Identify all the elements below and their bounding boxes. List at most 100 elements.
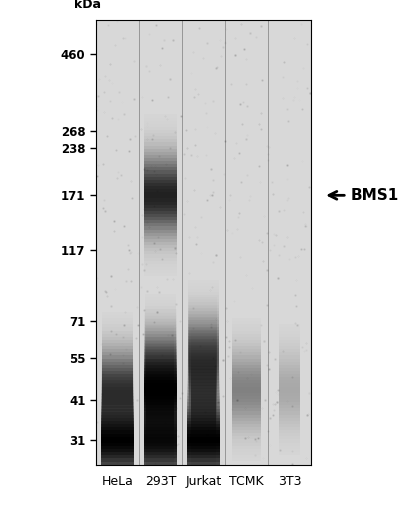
Bar	[191, 406, 216, 409]
Bar	[232, 368, 261, 371]
Bar	[102, 318, 133, 321]
Bar	[144, 143, 176, 146]
Bar	[101, 499, 134, 502]
Bar	[144, 183, 176, 186]
Bar	[188, 395, 219, 398]
Bar	[144, 464, 176, 468]
Bar	[146, 437, 174, 440]
Bar	[145, 356, 176, 359]
Bar	[191, 385, 216, 388]
Bar	[279, 433, 300, 436]
Bar	[102, 417, 133, 421]
Bar	[144, 502, 177, 505]
Bar	[101, 409, 134, 412]
Bar	[144, 315, 176, 318]
Bar	[188, 289, 219, 292]
Bar	[187, 381, 220, 384]
Bar	[146, 444, 174, 447]
Bar	[279, 374, 300, 377]
Bar	[232, 349, 261, 353]
Bar	[191, 357, 216, 360]
Bar	[190, 378, 217, 381]
Bar	[102, 427, 133, 430]
Bar	[145, 294, 176, 297]
Bar	[102, 315, 133, 318]
Bar	[102, 324, 133, 328]
Bar	[144, 377, 176, 380]
Bar	[102, 449, 133, 452]
Bar	[144, 406, 177, 409]
Bar	[187, 362, 220, 365]
Bar	[232, 417, 261, 421]
Bar	[191, 379, 216, 382]
Bar	[146, 375, 174, 379]
Bar	[145, 437, 176, 440]
Bar	[102, 374, 133, 377]
Bar	[101, 393, 134, 396]
Bar	[190, 381, 217, 384]
Bar	[144, 400, 177, 403]
Bar	[101, 437, 134, 440]
Bar	[191, 434, 216, 437]
Bar	[101, 493, 134, 496]
Bar	[144, 223, 176, 226]
Bar	[188, 374, 219, 377]
Bar	[144, 387, 177, 390]
Bar	[187, 452, 220, 455]
Bar	[190, 312, 217, 315]
Bar	[187, 502, 220, 505]
Bar	[232, 411, 261, 414]
Bar	[187, 496, 220, 499]
Bar	[144, 408, 176, 411]
Bar	[188, 414, 219, 417]
Bar	[144, 140, 176, 143]
Bar	[279, 411, 300, 414]
Bar	[144, 436, 176, 439]
Bar	[145, 300, 176, 303]
Bar	[190, 321, 217, 324]
Bar	[187, 403, 220, 406]
Bar	[144, 186, 176, 189]
Bar	[188, 336, 219, 339]
Bar	[144, 130, 176, 133]
Bar	[191, 375, 216, 379]
Bar	[145, 393, 176, 397]
Bar	[144, 415, 177, 418]
Bar	[146, 347, 174, 351]
Bar	[146, 335, 174, 338]
Bar	[144, 353, 176, 356]
Bar	[191, 363, 216, 366]
Bar	[102, 321, 133, 324]
Bar	[191, 344, 216, 347]
Bar	[144, 446, 177, 449]
Bar	[191, 456, 216, 459]
Bar	[145, 409, 176, 412]
Bar	[146, 416, 174, 419]
Bar	[188, 355, 219, 358]
Bar	[102, 396, 133, 399]
Bar	[145, 325, 176, 328]
Bar	[191, 431, 216, 434]
Bar	[232, 405, 261, 408]
Bar	[144, 340, 176, 343]
Bar	[144, 365, 176, 368]
Bar	[102, 353, 133, 356]
Bar	[144, 312, 176, 315]
Bar	[187, 365, 220, 368]
Bar	[144, 452, 177, 455]
Bar	[279, 346, 300, 349]
Bar	[188, 404, 219, 408]
Bar	[232, 377, 261, 380]
Bar	[144, 236, 176, 239]
Bar	[146, 379, 174, 382]
Bar	[279, 402, 300, 405]
Bar	[191, 450, 216, 453]
Bar	[279, 408, 300, 411]
Bar	[191, 397, 216, 400]
Bar	[190, 409, 217, 412]
Bar	[144, 158, 176, 161]
Bar	[144, 359, 177, 362]
Bar	[279, 390, 300, 393]
Bar	[101, 486, 134, 490]
Bar	[144, 461, 176, 464]
